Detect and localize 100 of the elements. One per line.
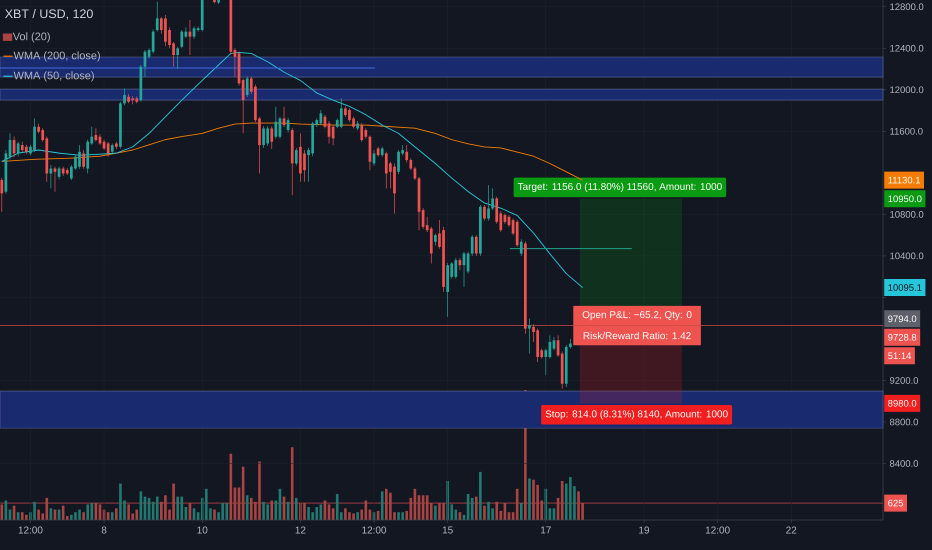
y-tick-label: 8800.0 bbox=[890, 418, 918, 426]
bar bbox=[307, 507, 310, 520]
bar bbox=[98, 504, 102, 520]
bar bbox=[188, 503, 192, 520]
bar bbox=[577, 491, 580, 520]
bar bbox=[0, 504, 4, 520]
bar bbox=[37, 510, 40, 520]
bar bbox=[213, 510, 216, 520]
bar bbox=[364, 500, 368, 520]
annotation: 10950.0 bbox=[888, 195, 922, 202]
bar bbox=[78, 510, 81, 520]
bar bbox=[62, 506, 64, 520]
bar bbox=[470, 498, 474, 520]
bar bbox=[380, 491, 384, 520]
bar bbox=[336, 494, 339, 520]
x-tick-label: 19 bbox=[639, 526, 650, 534]
y-tick-label: 9200.0 bbox=[890, 377, 918, 384]
legend-label: WMA (50, close) bbox=[14, 71, 94, 82]
x-tick-label: 10 bbox=[197, 526, 208, 534]
bar bbox=[422, 495, 424, 520]
bar bbox=[110, 512, 114, 520]
bar bbox=[106, 512, 110, 520]
text: XBT / USD, 120 bbox=[5, 9, 93, 20]
bar bbox=[148, 498, 150, 520]
bar bbox=[205, 488, 208, 520]
bar bbox=[127, 504, 130, 520]
bar bbox=[483, 506, 486, 520]
bar bbox=[520, 503, 523, 520]
bar bbox=[479, 472, 482, 520]
bar bbox=[192, 508, 196, 520]
x-tick-label: 8 bbox=[102, 526, 106, 534]
ref-line-label: 9728.8 bbox=[888, 334, 916, 341]
y-tick-label: 12800.0 bbox=[890, 3, 924, 10]
y-tick-label: 12400.0 bbox=[890, 44, 924, 52]
annotation: Risk/Reward Ratio: 1.42 bbox=[584, 332, 691, 340]
bar bbox=[495, 502, 498, 520]
bar bbox=[466, 494, 470, 520]
bar bbox=[426, 495, 428, 520]
annotation: 8980.0 bbox=[888, 400, 916, 407]
bar bbox=[397, 512, 400, 520]
bar bbox=[262, 502, 265, 520]
bar bbox=[356, 512, 359, 520]
bar bbox=[119, 484, 122, 520]
bar bbox=[278, 488, 282, 520]
bar bbox=[516, 488, 518, 520]
bar bbox=[115, 508, 118, 520]
bar bbox=[4, 500, 8, 520]
x-tick-label: 12:00 bbox=[18, 526, 43, 534]
bar bbox=[135, 510, 138, 520]
bar bbox=[401, 512, 404, 520]
text: 625 bbox=[888, 500, 904, 506]
bar bbox=[12, 506, 16, 520]
bar bbox=[434, 506, 437, 520]
bar bbox=[282, 496, 286, 520]
y-tick-label: 10800.0 bbox=[890, 211, 924, 218]
x-tick-label: 12:00 bbox=[706, 526, 730, 534]
y-tick-label: 8400.0 bbox=[890, 460, 918, 467]
bar bbox=[532, 480, 535, 520]
text: 51:14 bbox=[888, 352, 912, 360]
bar bbox=[46, 498, 48, 520]
bar bbox=[74, 512, 77, 520]
bar bbox=[90, 503, 94, 520]
bar bbox=[82, 512, 85, 520]
bar bbox=[50, 508, 52, 520]
annotation: Target: 1156.0 (11.80%) 11560, Amount: 1000 bbox=[518, 182, 722, 192]
bar bbox=[16, 512, 20, 520]
annotation: 9794.0 bbox=[888, 315, 916, 322]
bar bbox=[569, 477, 572, 520]
bar bbox=[560, 481, 564, 520]
bar bbox=[140, 491, 142, 520]
bar bbox=[438, 503, 441, 520]
bar bbox=[225, 503, 228, 520]
bar bbox=[180, 496, 184, 520]
bar bbox=[290, 447, 294, 520]
bar bbox=[552, 508, 556, 520]
bar bbox=[94, 503, 98, 520]
bar bbox=[474, 496, 478, 520]
y-tick-label: 10400.0 bbox=[890, 252, 924, 260]
bar bbox=[258, 462, 261, 520]
bar bbox=[344, 508, 347, 520]
annotation: Stop: 814.0 (8.31%) 8140, Amount: 1000 bbox=[546, 410, 728, 420]
bar bbox=[320, 504, 322, 520]
bar bbox=[33, 502, 36, 520]
bar bbox=[230, 454, 232, 520]
bar bbox=[458, 512, 462, 520]
bar bbox=[286, 502, 290, 520]
bar bbox=[246, 495, 249, 520]
bar bbox=[442, 503, 445, 520]
bar bbox=[270, 500, 274, 520]
bar bbox=[389, 492, 392, 520]
bar bbox=[250, 498, 253, 520]
bar bbox=[164, 495, 167, 520]
bar bbox=[504, 503, 506, 520]
bar bbox=[303, 503, 306, 520]
bar bbox=[58, 510, 60, 520]
bar bbox=[295, 498, 298, 520]
x-tick-label: 22 bbox=[786, 526, 796, 534]
y-tick-label: 11600.0 bbox=[890, 128, 923, 135]
x-tick-label: 15 bbox=[442, 526, 453, 534]
bar bbox=[487, 502, 490, 520]
